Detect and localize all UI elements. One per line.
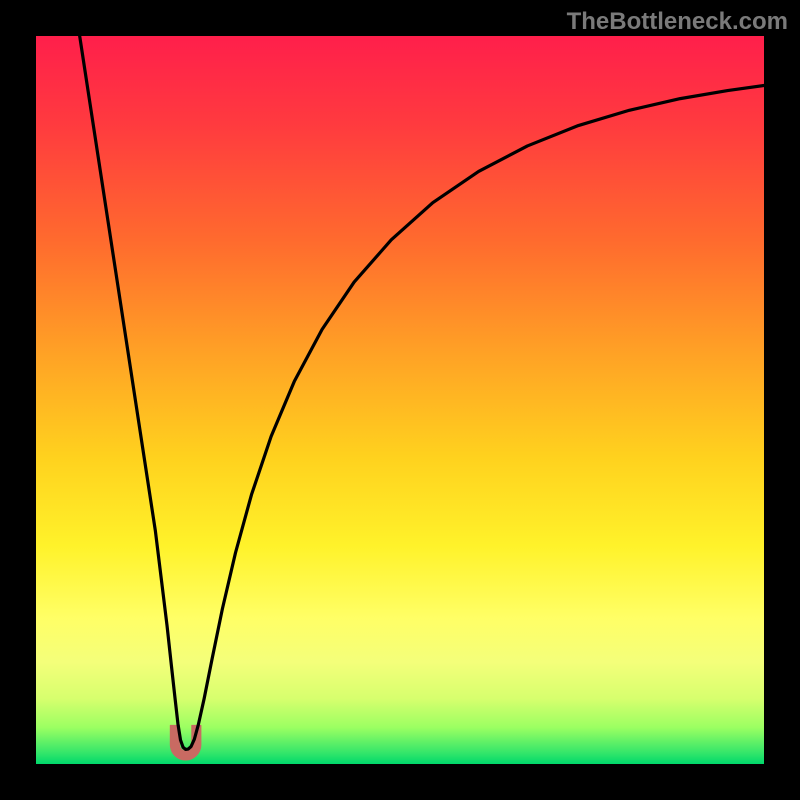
chart-svg <box>0 0 800 800</box>
gradient-background <box>36 36 764 764</box>
watermark-text: TheBottleneck.com <box>567 8 788 36</box>
